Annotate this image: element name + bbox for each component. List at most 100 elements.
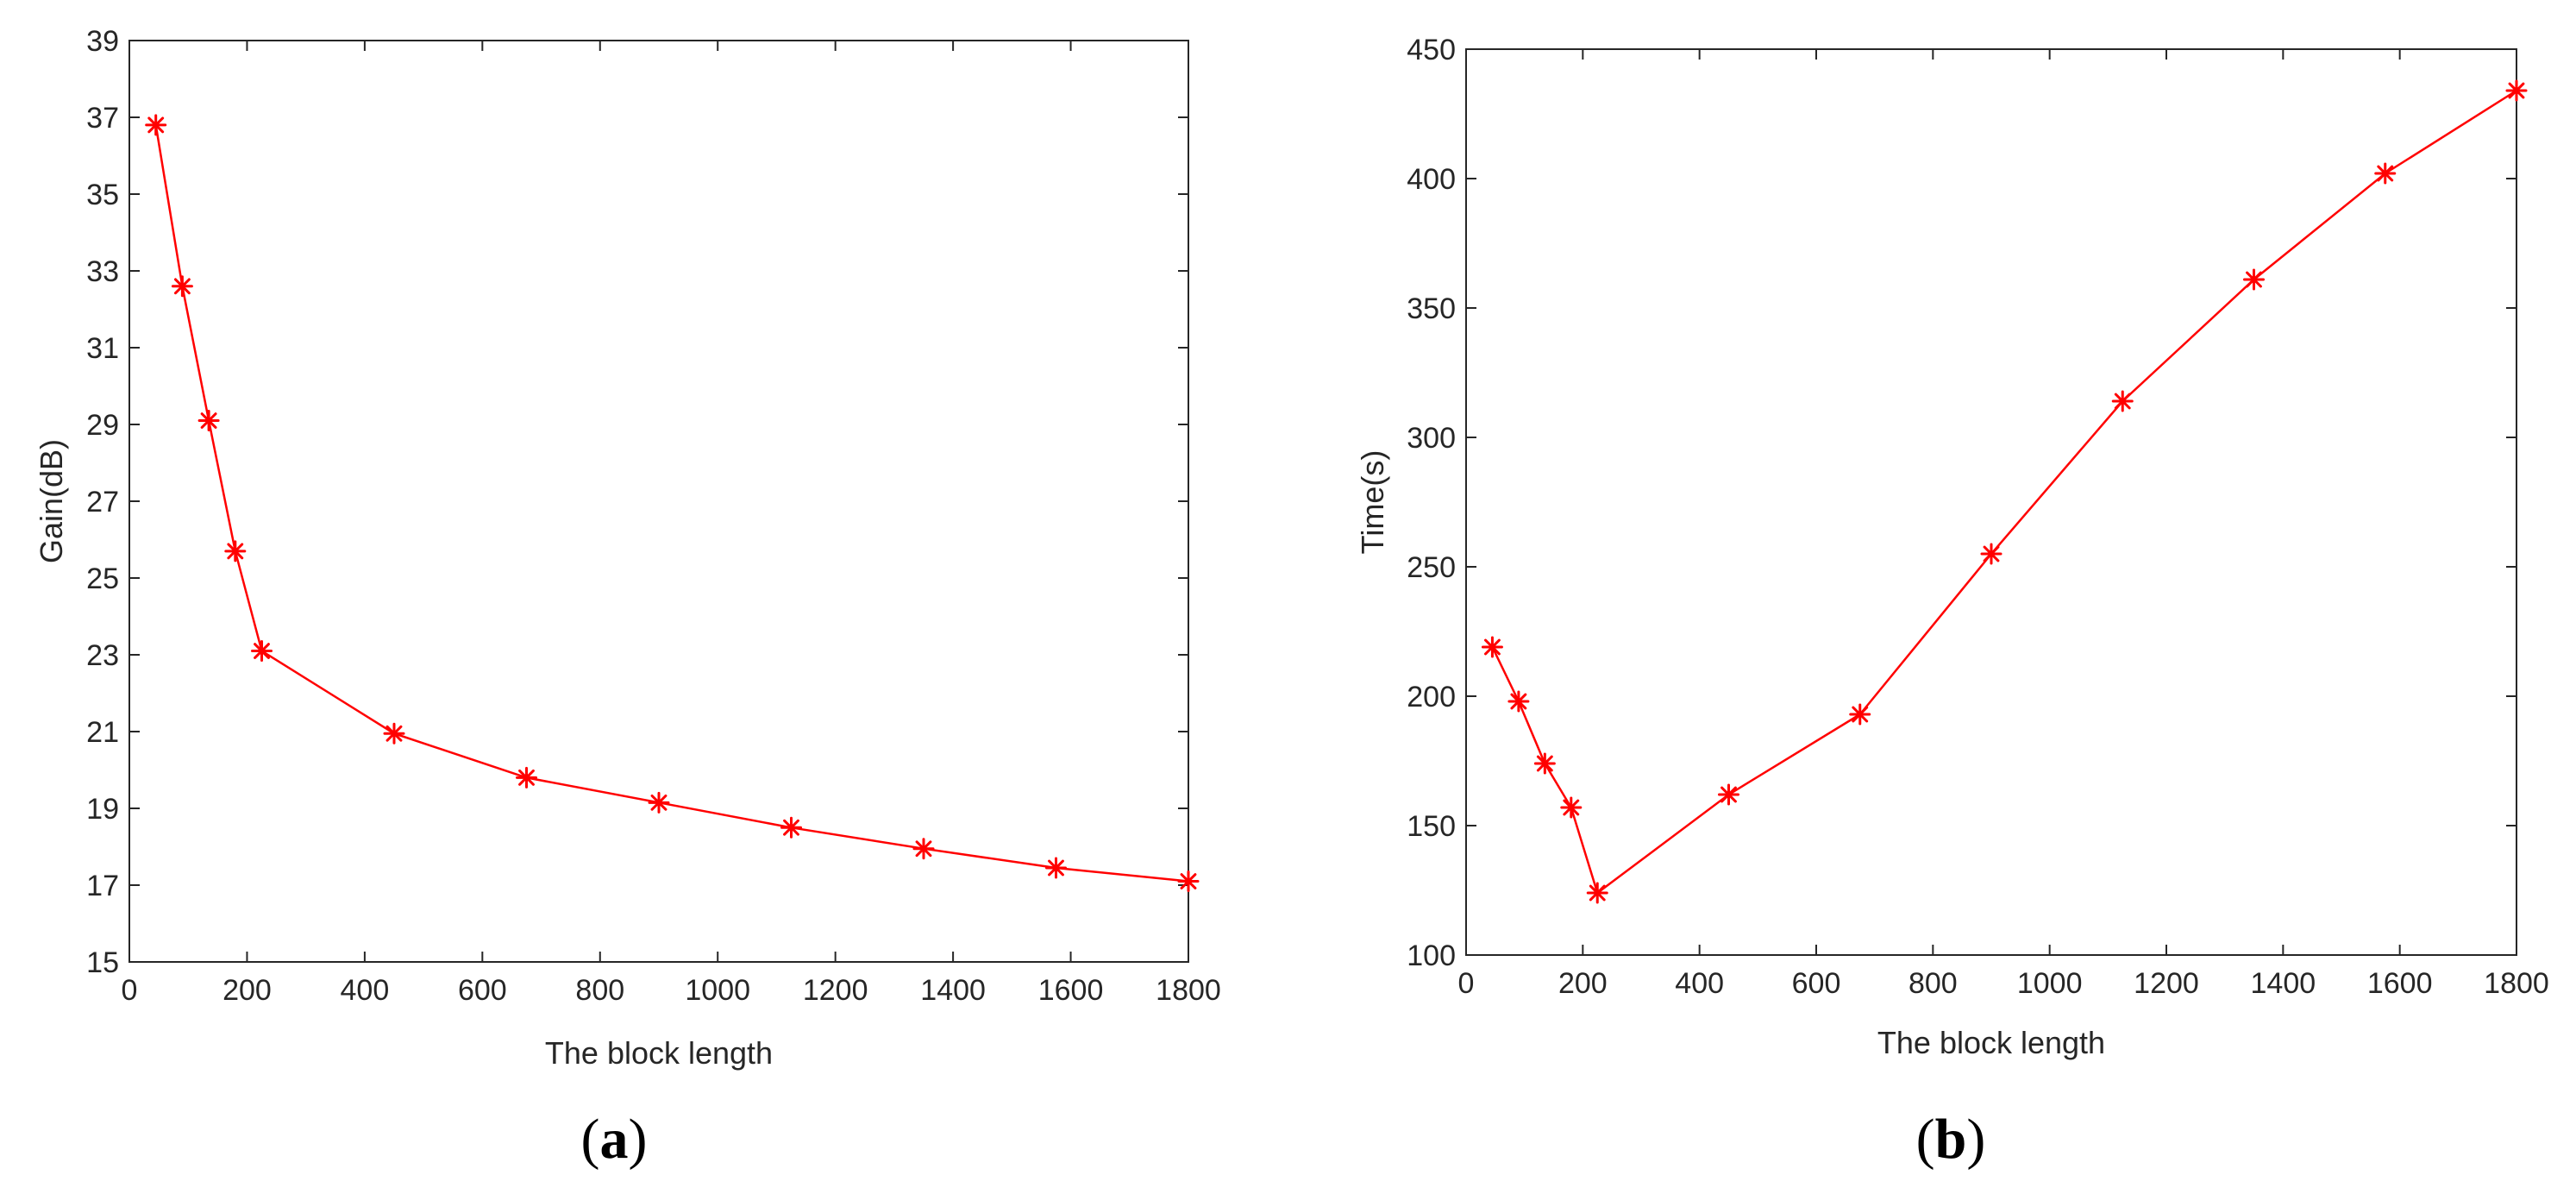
marker-stroke: [1510, 693, 1527, 710]
data-point: [1045, 857, 1067, 879]
chart-panel-b: 0 200 400 600 800 1000 1200 1400 1600 1800 100 150 2…: [1355, 34, 2549, 1171]
y-tick-label: 19: [86, 793, 119, 826]
y-tick-label: 23: [86, 639, 119, 672]
marker-stroke: [173, 278, 191, 295]
marker-stroke: [1852, 706, 1869, 723]
data-point: [2111, 390, 2134, 412]
marker-stroke: [1563, 799, 1580, 816]
data-point: [1177, 870, 1200, 893]
y-tick-label: 350: [1407, 292, 1456, 325]
tick-label-group: 0 200 400 600 800 1000 1200 1400 1600 1800 100 150 2…: [1407, 34, 2549, 1000]
x-tick-label: 1800: [1156, 974, 1221, 1007]
x-tick-label: 0: [1458, 967, 1475, 1000]
y-tick-label: 29: [86, 409, 119, 442]
marker-stroke: [915, 840, 932, 858]
x-tick-label: 200: [1558, 967, 1608, 1000]
marker-stroke: [1484, 638, 1501, 656]
data-point: [383, 722, 405, 745]
y-tick-label: 450: [1407, 34, 1456, 66]
marker-stroke: [2114, 393, 2131, 410]
y-tick-label: 300: [1407, 422, 1456, 455]
x-tick-label: 1600: [2367, 967, 2433, 1000]
y-tick-label: 200: [1407, 681, 1456, 713]
x-tick-label: 600: [458, 974, 507, 1007]
panel-letter-b: b: [1935, 1108, 1967, 1171]
y-tick-label: 39: [86, 25, 119, 58]
data-point: [912, 838, 935, 860]
y-axis-label: Time(s): [1355, 450, 1390, 555]
x-tick-label: 0: [122, 974, 138, 1007]
tick-group: [128, 40, 1189, 963]
data-point: [648, 791, 670, 814]
x-tick-label: 400: [341, 974, 390, 1007]
x-tick-label: 200: [223, 974, 272, 1007]
x-tick-label: 1400: [920, 974, 986, 1007]
y-tick-label: 21: [86, 716, 119, 749]
x-tick-label: 1400: [2251, 967, 2316, 1000]
x-tick-label: 1200: [803, 974, 868, 1007]
y-tick-label: 150: [1407, 810, 1456, 843]
x-tick-label: 400: [1675, 967, 1724, 1000]
marker-stroke: [385, 725, 403, 742]
marker-stroke: [1589, 884, 1606, 902]
data-point: [2374, 162, 2397, 185]
x-tick-label: 1000: [2017, 967, 2083, 1000]
data-point: [1533, 752, 1556, 775]
y-tick-label: 31: [86, 332, 119, 365]
x-tick-label: 600: [1792, 967, 1841, 1000]
marker-stroke: [227, 543, 244, 560]
y-tick-label: 250: [1407, 551, 1456, 584]
panel-label-b: (b): [1916, 1108, 1986, 1171]
marker-stroke: [2246, 271, 2262, 288]
y-tick-label: 100: [1407, 939, 1456, 972]
data-point: [2505, 79, 2528, 102]
y-tick-label: 400: [1407, 163, 1456, 196]
data-point: [1560, 796, 1583, 819]
marker-stroke: [1983, 545, 2000, 562]
y-tick-label: 27: [86, 486, 119, 518]
x-tick-label: 1000: [685, 974, 750, 1007]
marker-stroke: [518, 769, 535, 786]
marker-stroke: [1720, 786, 1737, 803]
data-point: [780, 816, 802, 839]
x-axis-label: The block length: [545, 1035, 773, 1071]
data-point: [1586, 882, 1608, 904]
marker-stroke: [1180, 873, 1197, 889]
tick-label-group: 0 200 400 600 800 1000 1200 1400 1600 1800 15 17 19 2…: [86, 25, 1221, 1007]
marker-stroke: [147, 116, 165, 134]
marker-stroke: [1536, 755, 1553, 772]
tick-group: [1465, 48, 2517, 956]
panel-letter-a: a: [600, 1108, 629, 1171]
y-tick-label: 37: [86, 102, 119, 135]
data-point: [171, 275, 193, 298]
marker-stroke: [254, 643, 270, 659]
y-tick-label: 35: [86, 179, 119, 211]
marker-stroke: [1048, 859, 1064, 877]
data-point: [145, 114, 167, 136]
panel-label-a: (a): [581, 1108, 648, 1171]
marker-stroke: [2377, 165, 2394, 182]
y-axis-label: Gain(dB): [34, 439, 69, 563]
data-point: [516, 766, 537, 789]
data-point: [1507, 690, 1530, 713]
y-tick-label: 25: [86, 562, 119, 595]
data-point: [197, 410, 220, 432]
marker-stroke: [2508, 82, 2525, 99]
marker-stroke: [200, 412, 217, 429]
data-point: [251, 640, 273, 663]
series-line: [154, 124, 1189, 883]
data-point: [1980, 543, 2003, 565]
x-axis-label: The block length: [1877, 1025, 2105, 1060]
chart-panel-a: 0 200 400 600 800 1000 1200 1400 1600 1800 15 17 19 2…: [34, 25, 1221, 1171]
y-tick-label: 15: [86, 946, 119, 979]
data-point: [1849, 703, 1871, 726]
data-point: [1481, 636, 1503, 658]
plot-area: [145, 114, 1200, 893]
x-tick-label: 1800: [2484, 967, 2549, 1000]
data-point: [2243, 268, 2265, 291]
y-tick-label: 33: [86, 255, 119, 288]
axes-box: [1465, 48, 2517, 956]
y-tick-label: 17: [86, 870, 119, 902]
data-point: [224, 540, 247, 562]
x-tick-label: 1200: [2134, 967, 2199, 1000]
